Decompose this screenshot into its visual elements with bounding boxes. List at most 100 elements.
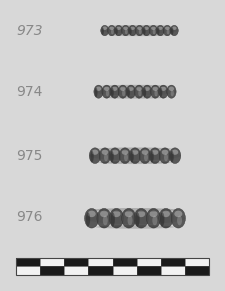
- Ellipse shape: [101, 27, 178, 34]
- Ellipse shape: [96, 87, 101, 91]
- Text: 976: 976: [16, 210, 43, 224]
- Ellipse shape: [149, 25, 158, 36]
- Ellipse shape: [134, 208, 148, 228]
- Ellipse shape: [127, 88, 130, 97]
- Ellipse shape: [165, 26, 170, 30]
- Ellipse shape: [104, 87, 109, 91]
- Bar: [16, 258, 209, 275]
- Ellipse shape: [122, 25, 130, 36]
- Ellipse shape: [157, 27, 160, 35]
- Ellipse shape: [129, 148, 141, 164]
- Bar: [185, 266, 209, 275]
- Ellipse shape: [99, 148, 111, 164]
- Ellipse shape: [169, 148, 181, 164]
- Ellipse shape: [130, 26, 135, 30]
- Ellipse shape: [144, 26, 149, 30]
- Ellipse shape: [123, 26, 128, 30]
- Ellipse shape: [110, 212, 115, 226]
- Bar: [40, 266, 64, 275]
- Ellipse shape: [161, 87, 166, 91]
- Ellipse shape: [150, 211, 157, 217]
- Ellipse shape: [109, 34, 170, 36]
- Ellipse shape: [125, 211, 133, 217]
- Bar: [88, 266, 112, 275]
- Ellipse shape: [136, 87, 142, 91]
- Ellipse shape: [172, 150, 178, 155]
- Ellipse shape: [112, 211, 120, 217]
- Ellipse shape: [112, 150, 118, 155]
- Ellipse shape: [162, 211, 170, 217]
- Ellipse shape: [128, 216, 133, 225]
- Ellipse shape: [158, 26, 163, 30]
- Ellipse shape: [92, 150, 98, 155]
- Text: 975: 975: [16, 149, 43, 163]
- Ellipse shape: [101, 27, 104, 35]
- Ellipse shape: [102, 150, 108, 155]
- Ellipse shape: [93, 208, 177, 212]
- Ellipse shape: [99, 161, 171, 164]
- Ellipse shape: [160, 88, 162, 97]
- Ellipse shape: [151, 85, 160, 98]
- Ellipse shape: [135, 212, 140, 226]
- Ellipse shape: [150, 151, 154, 162]
- Ellipse shape: [116, 26, 121, 30]
- Ellipse shape: [89, 148, 101, 164]
- Ellipse shape: [111, 88, 114, 97]
- Ellipse shape: [135, 25, 144, 36]
- Ellipse shape: [95, 225, 175, 229]
- Ellipse shape: [153, 87, 158, 91]
- Ellipse shape: [169, 87, 174, 91]
- Ellipse shape: [124, 153, 128, 161]
- Ellipse shape: [110, 151, 114, 162]
- Ellipse shape: [162, 150, 168, 155]
- Ellipse shape: [115, 27, 118, 35]
- Bar: [16, 266, 40, 275]
- Bar: [112, 258, 137, 266]
- Ellipse shape: [110, 85, 119, 98]
- Ellipse shape: [102, 85, 111, 98]
- Ellipse shape: [128, 25, 137, 36]
- Ellipse shape: [122, 90, 125, 96]
- Ellipse shape: [128, 87, 134, 91]
- Ellipse shape: [160, 212, 164, 226]
- Ellipse shape: [106, 90, 109, 96]
- Ellipse shape: [118, 85, 128, 98]
- Bar: [185, 258, 209, 266]
- Ellipse shape: [94, 85, 103, 98]
- Bar: [137, 258, 161, 266]
- Ellipse shape: [144, 87, 150, 91]
- Ellipse shape: [129, 27, 132, 35]
- Ellipse shape: [95, 88, 98, 97]
- Ellipse shape: [163, 25, 171, 36]
- Ellipse shape: [139, 148, 151, 164]
- Ellipse shape: [142, 85, 152, 98]
- Ellipse shape: [85, 212, 185, 224]
- Ellipse shape: [146, 208, 161, 228]
- Ellipse shape: [144, 153, 148, 161]
- Ellipse shape: [107, 25, 172, 27]
- Ellipse shape: [89, 151, 181, 161]
- Ellipse shape: [104, 153, 108, 161]
- Ellipse shape: [130, 151, 134, 162]
- Bar: [112, 266, 137, 275]
- Ellipse shape: [171, 90, 174, 96]
- Bar: [88, 258, 112, 266]
- Ellipse shape: [100, 211, 108, 217]
- Ellipse shape: [97, 148, 173, 151]
- Ellipse shape: [174, 211, 182, 217]
- Ellipse shape: [108, 25, 116, 36]
- Ellipse shape: [109, 208, 124, 228]
- Text: 973: 973: [16, 24, 43, 38]
- Ellipse shape: [101, 25, 109, 36]
- Ellipse shape: [88, 211, 96, 217]
- Ellipse shape: [137, 26, 142, 30]
- Ellipse shape: [143, 27, 146, 35]
- Ellipse shape: [154, 90, 158, 96]
- Ellipse shape: [103, 96, 167, 99]
- Ellipse shape: [102, 26, 107, 30]
- Ellipse shape: [171, 208, 185, 228]
- Ellipse shape: [125, 29, 128, 34]
- Ellipse shape: [139, 29, 142, 34]
- Bar: [161, 266, 185, 275]
- Ellipse shape: [172, 26, 177, 30]
